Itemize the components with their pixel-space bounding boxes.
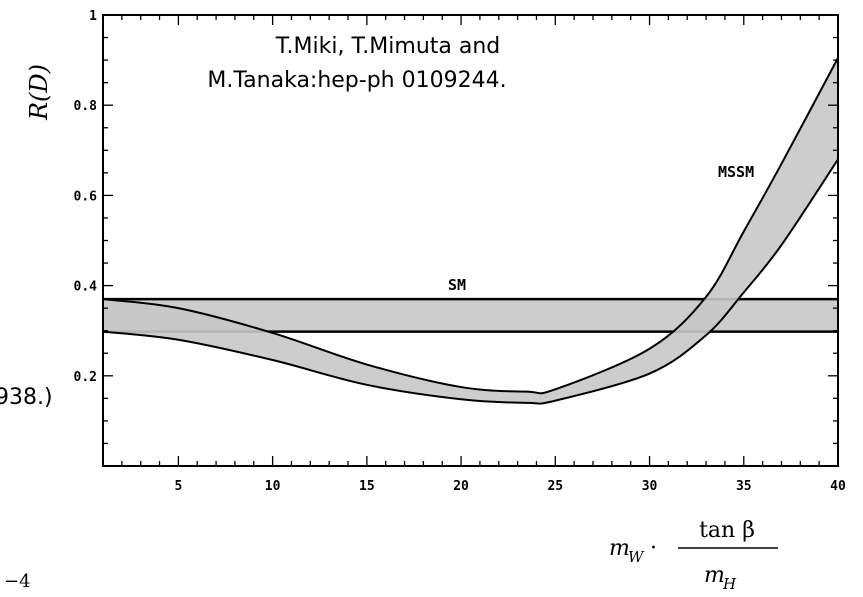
clipped-exponent: −4 (4, 571, 31, 592)
citation-line-2: M.Tanaka:hep-ph 0109244. (207, 68, 506, 93)
line-mssm-upper (102, 57, 839, 395)
series-label-mssm: MSSM (718, 163, 754, 181)
x-axis-label: m W · tan β m H (609, 518, 778, 593)
line-mssm-lower (102, 158, 839, 405)
bands-layer (102, 57, 839, 405)
band-mssm (103, 57, 838, 404)
x-tick-label: 10 (265, 479, 281, 494)
y-axis-label-text: R(D) (25, 64, 53, 121)
series-label-sm: SM (448, 276, 466, 294)
y-tick-label: 0.4 (74, 280, 98, 295)
y-tick-label: 0.8 (74, 99, 98, 114)
y-axis-label: R(D) (25, 64, 53, 121)
x-label-w: W (628, 548, 645, 566)
ticks-layer: 5 10 15 20 25 30 35 40 0.2 0.4 0.6 0.8 1 (74, 9, 846, 494)
band-sm (103, 299, 838, 332)
x-label-den-h: H (722, 575, 737, 593)
x-tick-label: 35 (736, 479, 752, 494)
x-label-m: m (609, 536, 630, 561)
x-label-den-m: m (704, 563, 725, 588)
y-tick-label: 0.6 (74, 189, 98, 204)
x-tick-label: 30 (642, 479, 658, 494)
x-tick-label: 5 (174, 479, 182, 494)
citation-line-1: T.Miki, T.Mimuta and (275, 34, 501, 59)
y-tick-label: 0.2 (74, 370, 97, 385)
clipped-text: 938.) (0, 385, 53, 410)
x-label-numerator: tan β (699, 518, 755, 543)
y-tick-label: 1 (89, 9, 97, 24)
x-tick-label: 25 (547, 479, 563, 494)
x-tick-label: 20 (453, 479, 469, 494)
x-tick-label: 15 (359, 479, 375, 494)
x-label-dot: · (650, 536, 657, 561)
x-tick-label: 40 (830, 479, 846, 494)
